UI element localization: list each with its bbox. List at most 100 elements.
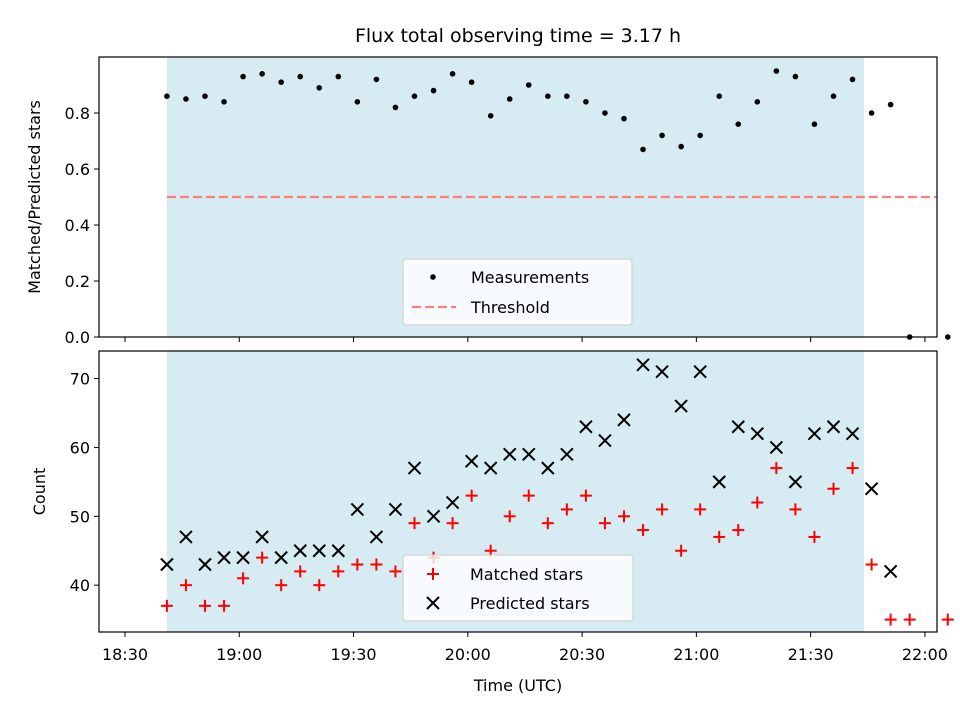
predicted-star-point-33 xyxy=(788,475,803,489)
predicted-star-point-5 xyxy=(255,530,269,544)
legend-matched-label: Matched stars xyxy=(470,565,583,584)
predicted-star-point-7 xyxy=(293,544,307,558)
measurement-point-24 xyxy=(621,115,627,122)
legend-measurements-marker xyxy=(430,274,436,280)
matched-star-point-28 xyxy=(694,503,707,516)
measurement-point-9 xyxy=(335,73,342,80)
x-tick-label-2: 19:30 xyxy=(330,645,376,664)
predicted-star-point-2 xyxy=(198,557,212,572)
measurement-point-29 xyxy=(716,93,723,99)
x-tick-label-1: 19:00 xyxy=(216,645,262,664)
top-y-tick-label-2: 0.4 xyxy=(65,216,90,235)
bottom-y-tick-label-3: 70 xyxy=(70,370,90,389)
matched-star-point-22 xyxy=(579,489,592,502)
x-axis-label: Time (UTC) xyxy=(473,676,562,695)
matched-star-point-32 xyxy=(770,462,783,475)
matched-star-point-2 xyxy=(198,599,211,612)
measurement-point-1 xyxy=(183,96,189,102)
predicted-star-point-19 xyxy=(522,447,536,462)
measurement-point-20 xyxy=(545,93,551,99)
matched-star-point-7 xyxy=(294,565,307,578)
matched-star-point-38 xyxy=(884,613,897,626)
top-panel: 0.00.20.40.60.8 Matched/Predicted stars … xyxy=(25,56,951,347)
predicted-star-point-1 xyxy=(179,530,193,544)
predicted-star-point-18 xyxy=(503,447,517,462)
matched-star-point-10 xyxy=(351,558,364,571)
matched-star-point-0 xyxy=(160,599,173,612)
top-y-tick-label-3: 0.6 xyxy=(65,160,90,179)
measurement-point-21 xyxy=(564,93,570,99)
predicted-star-point-12 xyxy=(388,502,403,517)
matched-star-point-12 xyxy=(389,565,402,578)
x-tick-label-0: 18:30 xyxy=(102,645,148,664)
predicted-stars-points xyxy=(160,358,898,579)
predicted-star-point-34 xyxy=(807,426,822,441)
top-y-tick-label-4: 0.8 xyxy=(65,104,90,123)
predicted-star-point-26 xyxy=(655,364,669,379)
matched-star-point-9 xyxy=(332,565,345,578)
matched-star-point-13 xyxy=(408,517,421,530)
matched-star-point-20 xyxy=(541,517,554,530)
predicted-star-point-23 xyxy=(598,433,612,448)
measurement-point-38 xyxy=(887,101,894,108)
predicted-star-point-27 xyxy=(674,399,688,413)
predicted-star-point-35 xyxy=(826,420,841,434)
predicted-star-point-30 xyxy=(731,420,745,434)
predicted-star-point-6 xyxy=(274,550,288,565)
matched-star-point-35 xyxy=(827,482,840,495)
measurement-points xyxy=(164,68,951,340)
measurement-point-33 xyxy=(792,73,799,80)
bottom-y-axis-label: Count xyxy=(30,468,49,516)
predicted-star-point-20 xyxy=(541,461,555,475)
matched-star-point-23 xyxy=(598,517,611,530)
measurement-point-10 xyxy=(354,99,361,105)
predicted-star-point-4 xyxy=(236,550,250,565)
measurement-point-15 xyxy=(449,71,456,77)
matched-star-point-18 xyxy=(503,510,516,523)
matched-star-point-40 xyxy=(941,613,954,626)
predicted-star-point-38 xyxy=(883,564,898,579)
top-y-tick-label-1: 0.2 xyxy=(65,272,90,291)
matched-star-point-8 xyxy=(313,579,326,592)
x-tick-label-4: 20:30 xyxy=(559,645,605,664)
bottom-y-tick-label-2: 60 xyxy=(70,438,90,457)
measurement-point-40 xyxy=(944,334,951,340)
predicted-star-point-8 xyxy=(312,544,326,558)
predicted-star-point-17 xyxy=(483,461,498,475)
matched-star-point-3 xyxy=(218,599,231,612)
matched-star-point-1 xyxy=(179,579,192,592)
measurement-point-2 xyxy=(202,93,208,99)
matched-star-point-24 xyxy=(617,510,630,523)
predicted-star-point-22 xyxy=(579,420,593,434)
top-y-tick-label-0: 0.0 xyxy=(65,328,90,347)
measurement-point-22 xyxy=(583,99,589,105)
predicted-star-point-36 xyxy=(845,426,860,441)
measurement-point-37 xyxy=(868,110,875,116)
top-y-axis-label: Matched/Predicted stars xyxy=(25,100,44,294)
matched-star-point-34 xyxy=(808,530,821,543)
matched-star-point-19 xyxy=(522,489,535,502)
measurement-point-30 xyxy=(735,121,742,127)
matched-star-point-37 xyxy=(865,558,878,571)
measurement-point-23 xyxy=(602,110,608,116)
measurement-point-17 xyxy=(487,113,494,119)
measurement-point-6 xyxy=(278,79,284,85)
matched-star-point-31 xyxy=(751,496,764,509)
measurement-point-3 xyxy=(221,99,227,105)
top-axes-frame xyxy=(98,56,938,338)
predicted-star-point-3 xyxy=(217,550,231,565)
measurement-point-34 xyxy=(811,121,818,127)
measurement-point-14 xyxy=(430,87,437,94)
legend-matched-marker xyxy=(427,568,439,580)
predicted-star-point-37 xyxy=(864,482,879,496)
predicted-star-point-14 xyxy=(426,509,441,524)
measurement-point-7 xyxy=(297,73,304,80)
measurement-point-12 xyxy=(392,104,399,111)
matched-star-point-6 xyxy=(275,579,288,592)
measurement-point-28 xyxy=(697,132,703,139)
matched-star-point-36 xyxy=(846,462,859,475)
measurement-point-35 xyxy=(830,93,837,99)
matched-star-point-5 xyxy=(256,551,269,564)
measurement-point-13 xyxy=(411,93,418,99)
